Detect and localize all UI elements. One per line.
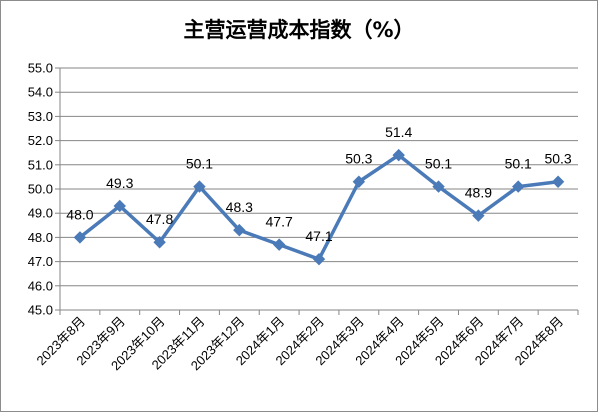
series xyxy=(73,148,565,266)
data-point xyxy=(312,252,326,266)
data-point xyxy=(153,236,166,249)
data-label: 50.3 xyxy=(345,151,372,167)
data-label: 50.1 xyxy=(425,156,452,172)
data-label: 48.0 xyxy=(66,206,93,222)
data-point xyxy=(472,209,485,222)
axes xyxy=(55,67,579,315)
gridlines xyxy=(60,67,578,287)
data-label: 48.3 xyxy=(226,199,253,215)
data-labels: 48.0 49.3 47.8 50.1 48.3 47.7 47.1 50.3 51.4 50.1… xyxy=(66,124,572,244)
y-tick-label: 49.0 xyxy=(28,206,53,221)
data-label: 48.9 xyxy=(465,185,492,201)
data-label: 51.4 xyxy=(385,124,412,140)
data-point xyxy=(392,148,405,162)
y-tick-label: 51.0 xyxy=(28,157,53,172)
y-tick-label: 53.0 xyxy=(28,109,53,124)
data-point xyxy=(512,180,525,193)
data-label: 47.7 xyxy=(266,214,293,230)
data-point xyxy=(113,199,126,213)
data-label: 49.3 xyxy=(106,175,133,191)
data-label: 47.8 xyxy=(146,211,173,227)
y-axis-ticks: 45.0 46.0 47.0 48.0 49.0 50.0 51.0 52.0 53.0 54.0… xyxy=(28,61,53,318)
y-tick-label: 55.0 xyxy=(28,61,53,76)
y-tick-label: 45.0 xyxy=(28,303,53,318)
data-label: 47.1 xyxy=(305,228,332,244)
data-point xyxy=(193,180,206,193)
y-tick-label: 50.0 xyxy=(28,182,53,197)
y-tick-label: 46.0 xyxy=(28,278,53,293)
y-tick-label: 54.0 xyxy=(28,85,53,100)
data-label: 50.3 xyxy=(544,151,571,167)
y-tick-label: 52.0 xyxy=(28,133,53,148)
x-axis-ticks: 2023年8月2023年9月2023年10月2023年11月2023年12月20… xyxy=(33,314,566,374)
data-point xyxy=(272,238,286,251)
data-point xyxy=(551,175,565,188)
data-label: 50.1 xyxy=(186,156,213,172)
data-point xyxy=(73,231,87,244)
y-tick-label: 48.0 xyxy=(28,230,53,245)
data-label: 50.1 xyxy=(505,156,532,172)
data-point xyxy=(233,223,246,237)
chart-title: 主营运营成本指数（%） xyxy=(183,18,415,42)
data-point xyxy=(352,175,366,188)
y-tick-label: 47.0 xyxy=(28,254,53,269)
data-point xyxy=(432,180,445,193)
